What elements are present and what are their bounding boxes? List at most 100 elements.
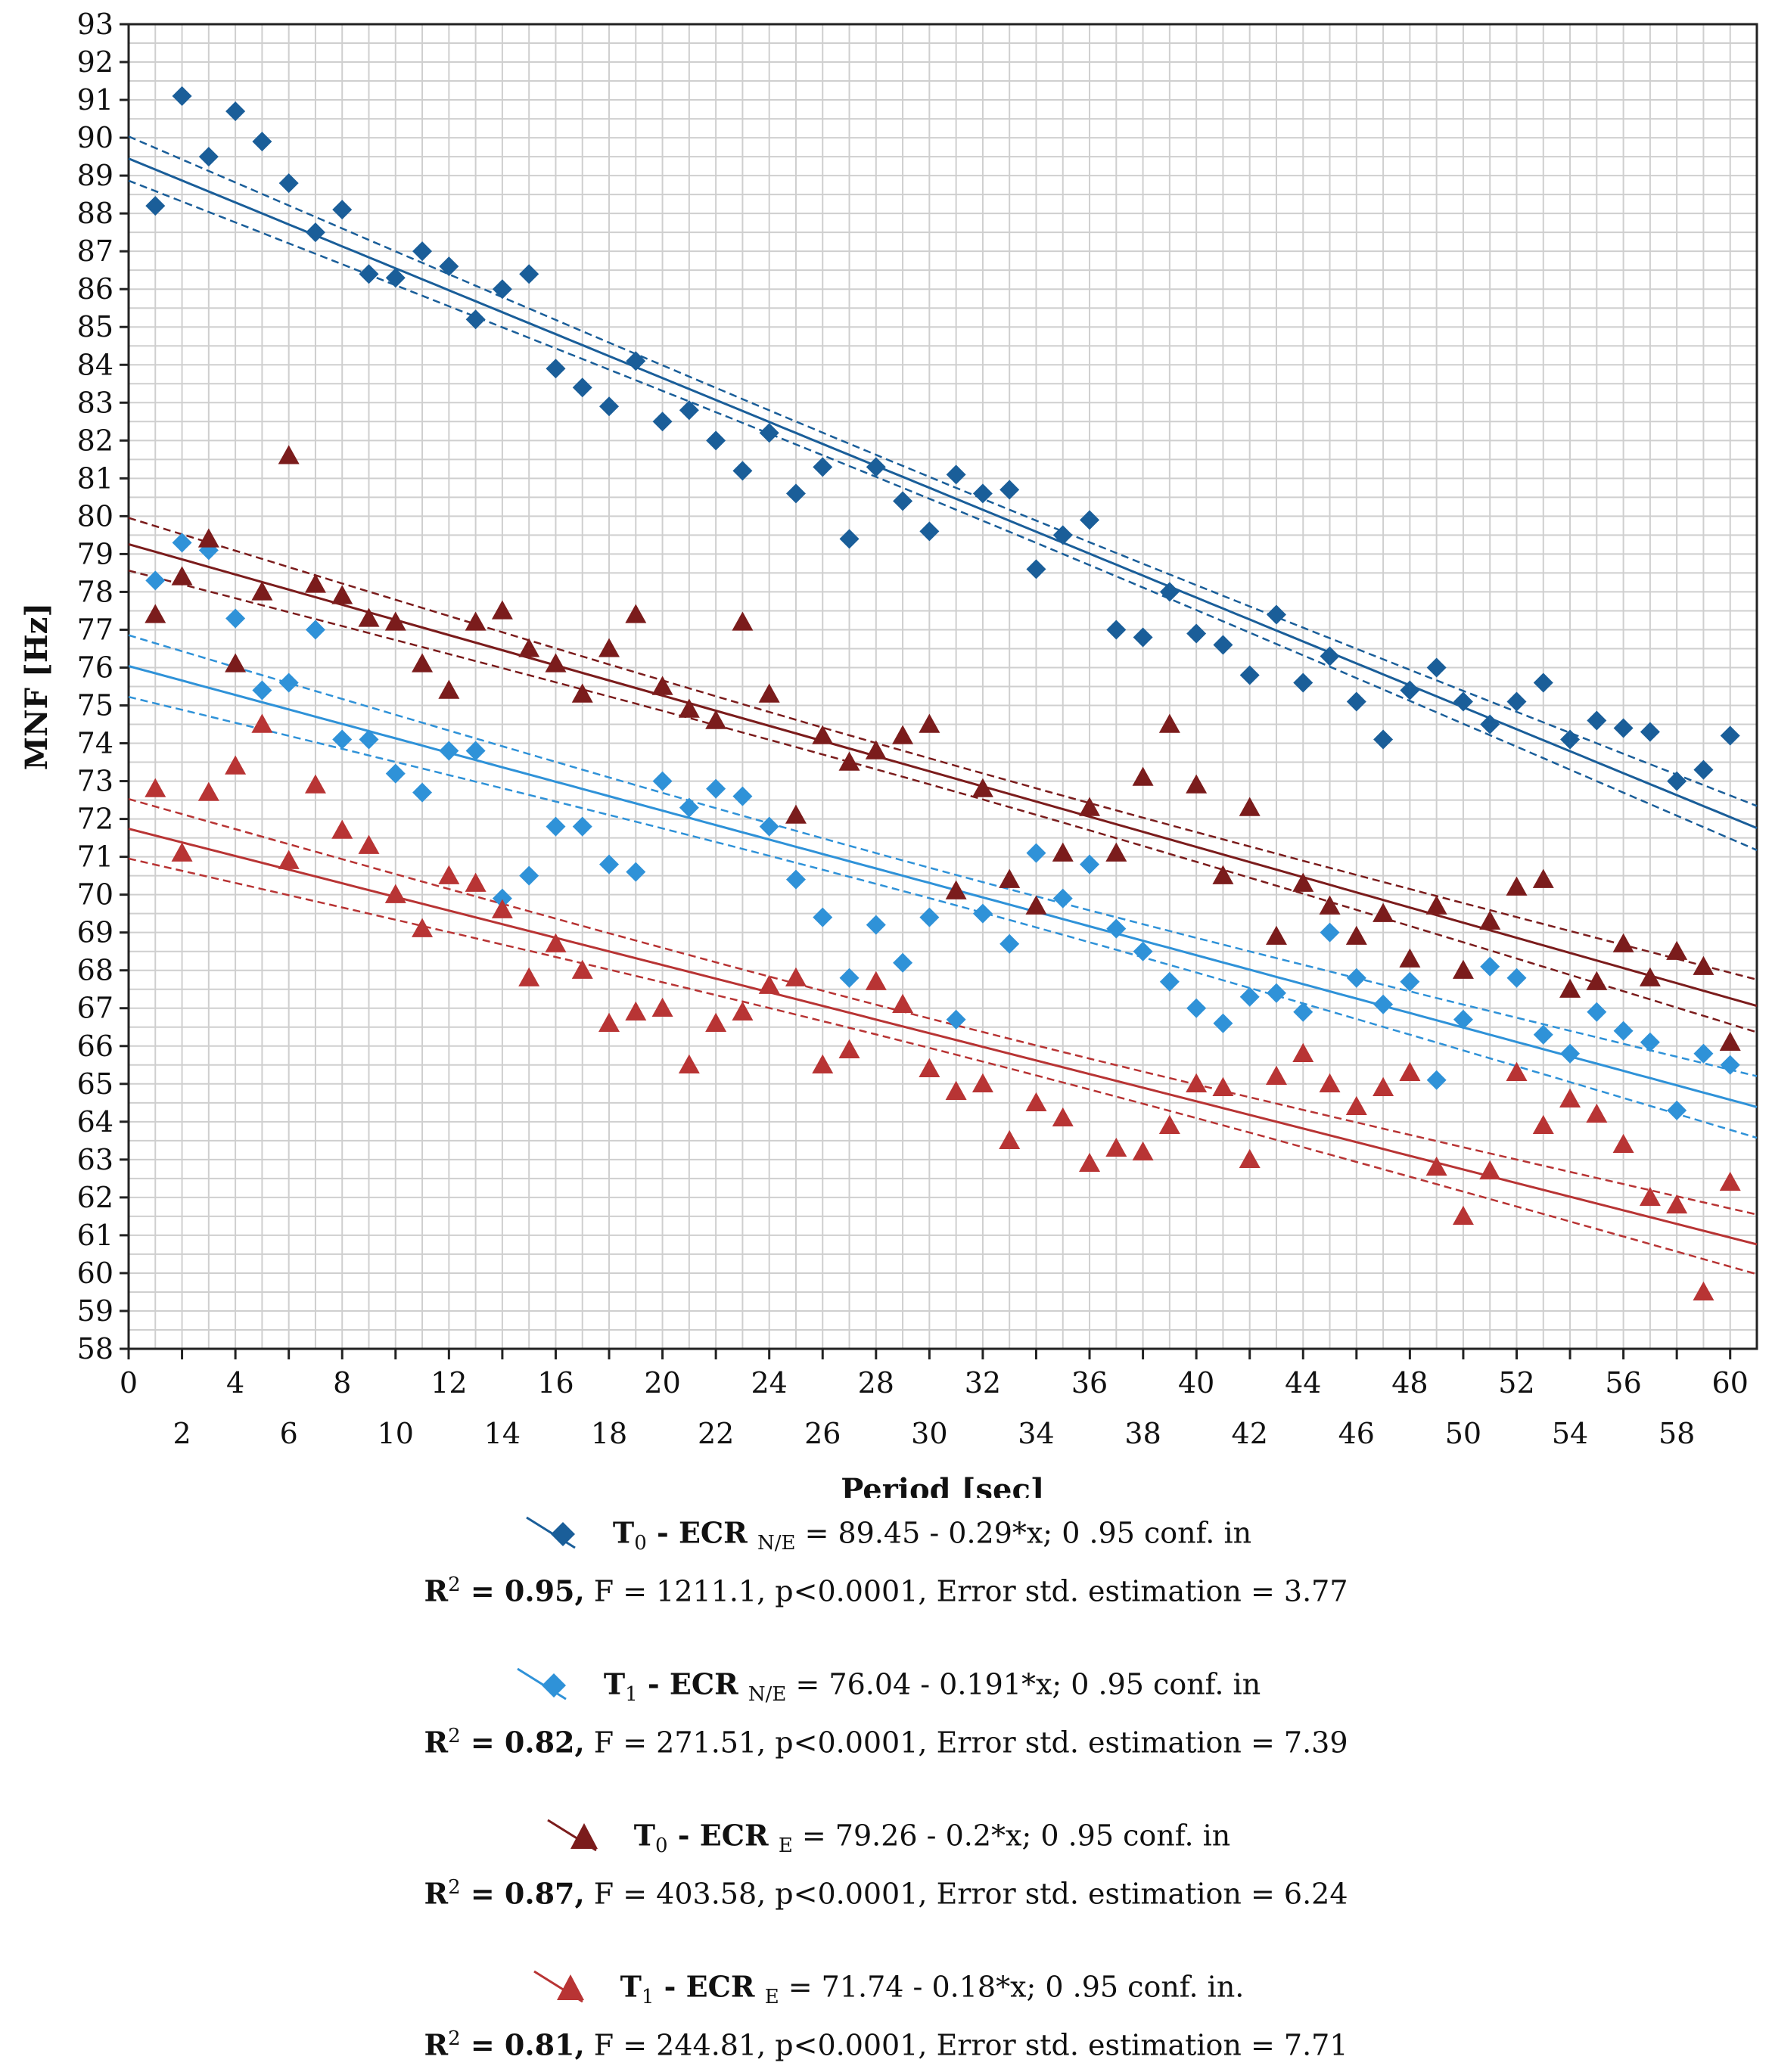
stats-r2: R	[424, 1876, 449, 1911]
data-point-triangle	[1025, 1092, 1047, 1112]
y-tick-label: 76	[77, 651, 113, 684]
data-point-diamond	[1159, 971, 1180, 992]
confidence-band-lower	[128, 857, 1758, 1275]
x-tick-label: 4	[226, 1366, 244, 1399]
data-point-triangle	[1239, 797, 1261, 816]
data-point-triangle	[1532, 1114, 1554, 1135]
data-point-triangle	[145, 778, 166, 797]
data-point-diamond	[999, 480, 1020, 500]
data-point-triangle	[945, 880, 967, 899]
data-point-diamond	[599, 854, 620, 874]
data-point-triangle	[1559, 1088, 1581, 1108]
data-point-diamond	[1213, 635, 1233, 655]
data-point-triangle	[919, 713, 940, 733]
data-point-diamond	[679, 797, 699, 818]
data-point-triangle	[304, 774, 326, 794]
data-point-diamond	[1186, 998, 1207, 1018]
data-point-diamond	[652, 771, 673, 791]
x-tick-label: 40	[1178, 1366, 1214, 1399]
data-point-triangle	[1693, 955, 1714, 975]
data-point-triangle	[571, 959, 593, 979]
data-point-triangle	[705, 1012, 727, 1032]
data-point-diamond	[1533, 673, 1553, 693]
data-point-triangle	[384, 611, 406, 631]
data-point-diamond	[412, 782, 433, 803]
data-point-diamond	[785, 869, 806, 890]
data-point-triangle	[1399, 1061, 1421, 1081]
y-tick-label: 83	[77, 386, 113, 419]
legend-label: T	[633, 1818, 656, 1853]
data-point-diamond	[1266, 604, 1286, 625]
data-point-triangle	[785, 967, 807, 986]
data-point-triangle	[945, 1080, 967, 1101]
data-point-triangle	[919, 1058, 940, 1077]
legend-entry-t1-ecr-e: T1 - ECR E = 71.74 - 0.18*x; 0 .95 conf.…	[0, 1968, 1772, 2011]
data-point-triangle	[1212, 865, 1234, 884]
data-point-triangle	[1452, 959, 1474, 979]
data-point-triangle	[1158, 713, 1180, 733]
data-point-triangle	[971, 778, 993, 797]
y-tick-label: 61	[77, 1219, 113, 1252]
data-point-triangle	[625, 604, 647, 623]
data-point-triangle	[571, 683, 593, 703]
legend-dash: - ECR	[637, 1667, 748, 1701]
y-tick-label: 65	[77, 1067, 113, 1101]
y-tick-label: 59	[77, 1294, 113, 1328]
x-tick-label: 30	[911, 1417, 947, 1450]
y-tick-label: 72	[77, 803, 113, 836]
data-point-triangle	[412, 918, 434, 937]
stats-r2-value: = 0.87,	[460, 1876, 585, 1911]
data-point-triangle	[1212, 1076, 1234, 1097]
confidence-band-lower	[128, 695, 1758, 1139]
legend-group: N/E	[748, 1683, 787, 1707]
x-tick-label: 14	[484, 1417, 521, 1450]
data-point-triangle	[1586, 1103, 1608, 1123]
data-point-diamond	[145, 570, 166, 591]
data-point-triangle	[412, 653, 434, 673]
data-point-diamond	[465, 741, 486, 761]
data-point-triangle	[785, 804, 807, 824]
legend-equation: = 79.26 - 0.2*x; 0 .95 conf. in	[792, 1819, 1231, 1853]
data-point-diamond	[1667, 771, 1687, 791]
data-point-diamond	[519, 264, 539, 284]
data-point-triangle	[358, 607, 380, 627]
data-point-diamond	[439, 741, 459, 761]
data-point-triangle	[1666, 1194, 1688, 1214]
data-point-diamond	[813, 907, 833, 927]
data-point-triangle	[1506, 1061, 1528, 1081]
x-tick-label: 6	[280, 1417, 298, 1450]
y-tick-label: 88	[77, 197, 113, 230]
data-point-triangle	[838, 1039, 860, 1058]
x-tick-label: 18	[591, 1417, 627, 1450]
data-point-triangle	[1506, 876, 1528, 896]
x-tick-label: 52	[1498, 1366, 1534, 1399]
x-tick-label: 38	[1124, 1417, 1161, 1450]
x-tick-label: 60	[1712, 1366, 1749, 1399]
data-point-diamond	[626, 862, 646, 882]
x-tick-label: 20	[644, 1366, 680, 1399]
data-point-diamond	[679, 400, 699, 421]
data-point-triangle	[838, 751, 860, 771]
data-point-diamond	[1560, 729, 1581, 750]
data-point-triangle	[1425, 895, 1447, 915]
data-point-triangle	[1079, 797, 1101, 816]
data-point-triangle	[598, 1012, 620, 1032]
legend-label: T	[603, 1667, 626, 1701]
data-point-diamond	[1693, 1043, 1714, 1064]
stats-rest: F = 244.81, p<0.0001, Error std. estimat…	[584, 2028, 1348, 2062]
data-point-triangle	[304, 573, 326, 593]
data-point-diamond	[1506, 968, 1527, 988]
y-tick-label: 93	[77, 8, 113, 41]
data-point-triangle	[865, 740, 887, 760]
y-tick-label: 74	[77, 727, 113, 760]
confidence-band-lower	[128, 569, 1758, 1033]
y-tick-label: 62	[77, 1181, 113, 1214]
data-point-triangle	[1666, 940, 1688, 960]
data-point-diamond	[732, 786, 753, 806]
data-point-triangle	[1479, 910, 1501, 930]
data-point-triangle	[758, 683, 780, 703]
data-point-diamond	[732, 461, 753, 481]
y-tick-label: 63	[77, 1143, 113, 1176]
data-point-diamond	[465, 309, 486, 330]
y-axis-ticks: 58 59 60 61 62 63 64 65 66 67 68 69 70 71 72 73 74 75 76 77…	[77, 8, 129, 1365]
